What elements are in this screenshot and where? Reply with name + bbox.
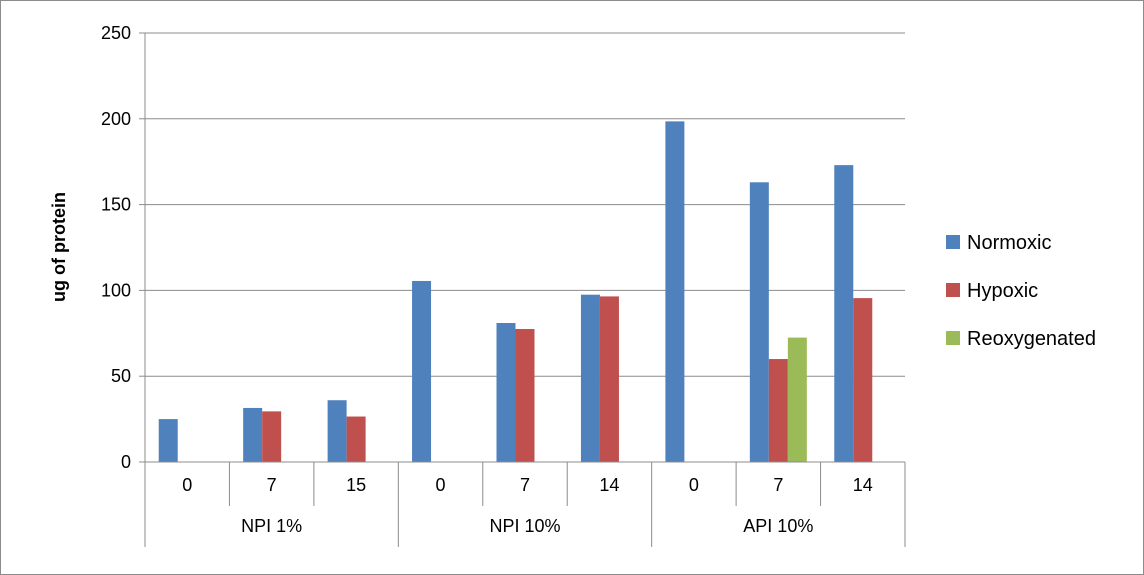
bar-hypoxic: [515, 329, 535, 462]
x-tick-label: 14: [599, 475, 619, 495]
x-tick-label: 14: [853, 475, 873, 495]
y-tick-label: 100: [101, 280, 131, 300]
legend-swatch: [946, 331, 960, 345]
bar-hypoxic: [599, 296, 619, 462]
y-tick-label: 50: [111, 366, 131, 386]
bar-normoxic: [834, 165, 854, 462]
y-axis-label: ug of protein: [49, 192, 69, 302]
x-tick-label: 7: [267, 475, 277, 495]
bar-reoxygenated: [787, 337, 807, 462]
x-tick-labels: 0 7 15 0 7 14 0 7 14 NPI 1% NPI 10% API 10%: [182, 475, 873, 536]
bar-normoxic: [580, 294, 600, 462]
y-tick-label: 0: [121, 452, 131, 472]
x-tick-label: 0: [689, 475, 699, 495]
y-tick-label: 150: [101, 195, 131, 215]
x-tick-label: 7: [773, 475, 783, 495]
legend: Normoxic Hypoxic Reoxygenated: [946, 232, 1096, 350]
axes: [139, 32, 906, 547]
group-label: API 10%: [743, 516, 813, 536]
legend-label: Reoxygenated: [967, 328, 1096, 350]
legend-swatch: [946, 283, 960, 297]
legend-swatch: [946, 235, 960, 249]
bar-hypoxic: [853, 298, 873, 462]
y-tick-label: 200: [101, 109, 131, 129]
legend-label: Normoxic: [967, 232, 1051, 254]
gridlines: [145, 32, 905, 377]
x-tick-label: 0: [436, 475, 446, 495]
legend-label: Hypoxic: [967, 280, 1038, 302]
y-tick-labels: 0 50 100 150 200 250: [101, 23, 131, 472]
bar-normoxic: [496, 323, 516, 462]
y-tick-label: 250: [101, 23, 131, 43]
group-label: NPI 10%: [489, 516, 560, 536]
bars: [158, 121, 873, 463]
bar-normoxic: [665, 121, 685, 463]
bar-hypoxic: [346, 416, 366, 462]
bar-normoxic: [749, 182, 769, 463]
bar-hypoxic: [768, 359, 788, 462]
bar-normoxic: [327, 400, 347, 462]
bar-normoxic: [243, 407, 263, 462]
x-tick-label: 15: [346, 475, 366, 495]
bar-normoxic: [158, 419, 178, 462]
bar-hypoxic: [262, 411, 282, 462]
x-tick-label: 7: [520, 475, 530, 495]
x-tick-label: 0: [182, 475, 192, 495]
bar-normoxic: [412, 280, 432, 462]
group-label: NPI 1%: [241, 516, 302, 536]
